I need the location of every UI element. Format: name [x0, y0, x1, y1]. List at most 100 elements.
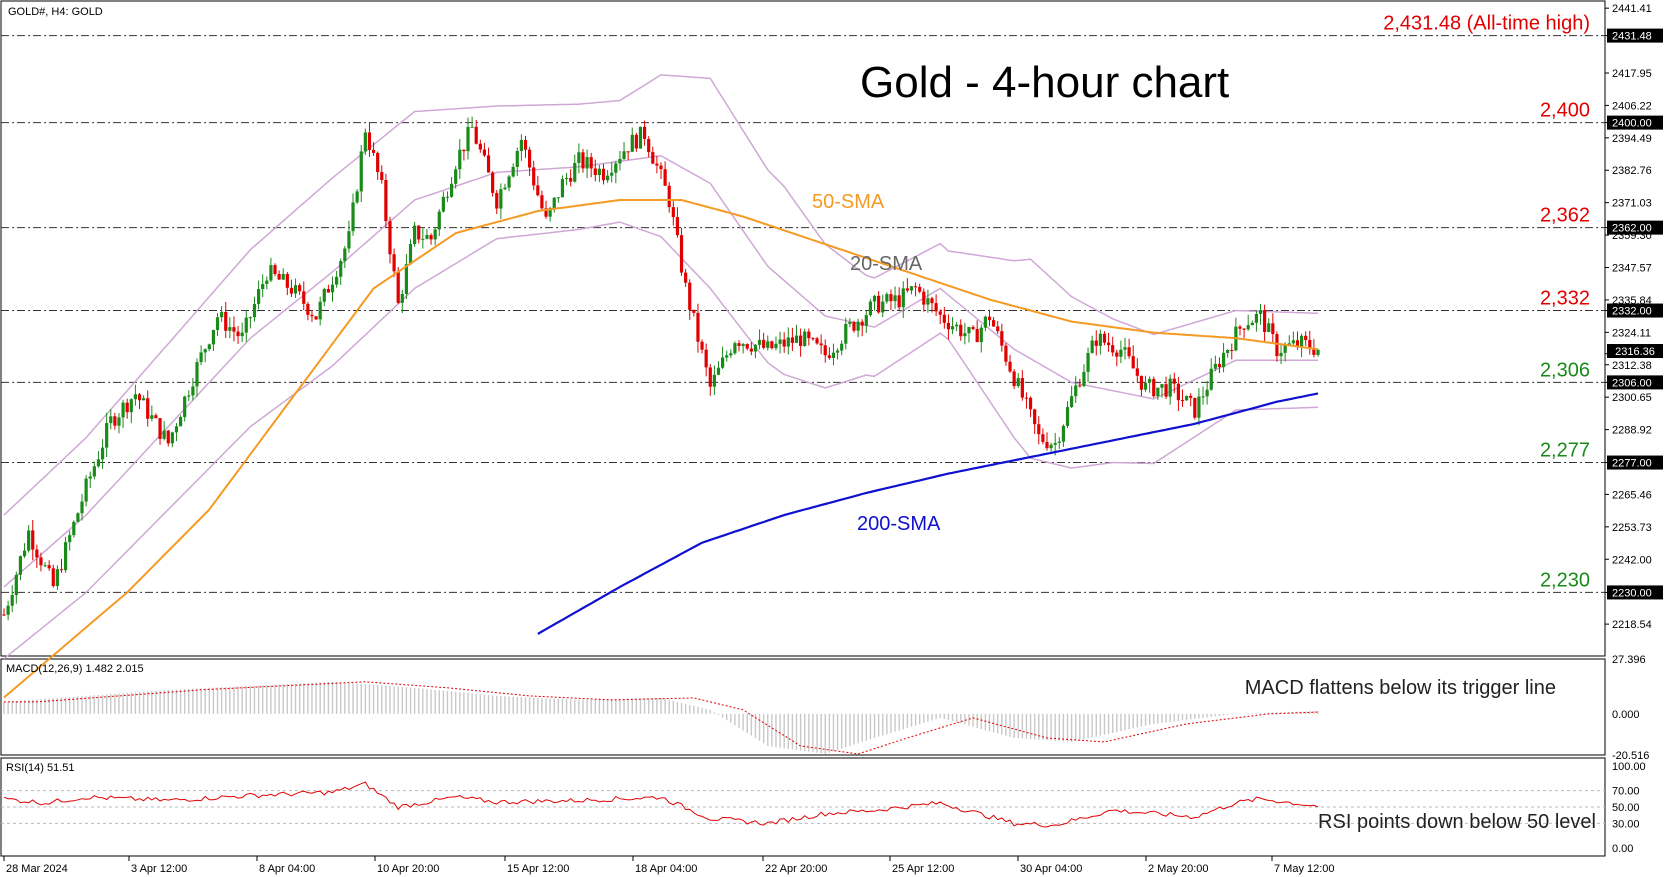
candle-body	[380, 172, 384, 181]
candle-body	[585, 157, 589, 169]
candle-body	[117, 417, 121, 426]
candle-body	[207, 344, 211, 350]
rsi-tick-label: 70.00	[1612, 786, 1640, 798]
candle-body	[523, 139, 528, 150]
candle-body	[601, 168, 606, 181]
candle-body	[597, 168, 602, 176]
candle-body	[2, 614, 6, 616]
candle-body	[753, 344, 758, 352]
moving-averages	[3, 199, 1319, 699]
candle-body	[790, 337, 794, 343]
price-tick-label: 2441.41	[1612, 3, 1652, 15]
candle-body	[322, 288, 326, 302]
candle-body	[59, 569, 64, 571]
price-tick-box	[1607, 455, 1663, 470]
price-tick-label: 2277.00	[1612, 458, 1652, 470]
chart-title: Gold - 4-hour chart	[860, 58, 1229, 107]
candle-body	[224, 311, 228, 331]
candle-body	[1094, 340, 1098, 346]
rsi-tick-label: 0.00	[1612, 843, 1633, 855]
candle-body	[47, 565, 51, 569]
candle-body	[942, 314, 946, 323]
candle-body	[1160, 384, 1164, 388]
candle-body	[462, 149, 466, 152]
price-tick-label: 2362.00	[1612, 223, 1652, 235]
candle-body	[330, 284, 335, 293]
candle-body	[347, 231, 351, 249]
candle-body	[302, 291, 306, 304]
candle-body	[269, 265, 273, 281]
candle-body	[950, 326, 955, 330]
time-tick-label: 10 Apr 20:00	[377, 863, 439, 875]
candle-body	[938, 311, 942, 315]
price-tick-label: 2400.00	[1612, 118, 1652, 130]
candle-body	[655, 163, 659, 166]
candle-body	[659, 165, 663, 170]
price-tick-label: 2431.48	[1612, 31, 1652, 43]
candle-body	[22, 550, 27, 557]
time-tick-label: 15 Apr 12:00	[507, 863, 569, 875]
candle-body	[638, 126, 643, 149]
candle-body	[827, 355, 831, 358]
candle-body	[573, 162, 577, 182]
candle-body	[371, 149, 376, 153]
candle-body	[400, 293, 404, 303]
candle-body	[704, 349, 708, 368]
candle-body	[100, 447, 105, 460]
candle-body	[261, 283, 265, 290]
candle-body	[1197, 396, 1201, 418]
rsi-panel-frame	[0, 757, 1606, 857]
candle-body	[642, 126, 647, 139]
key-level-label: 2,306	[1540, 359, 1590, 381]
price-tick-box	[1607, 375, 1663, 390]
candle-body	[799, 335, 803, 346]
candle-body	[885, 294, 889, 302]
candle-body	[408, 244, 413, 265]
candle-body	[610, 172, 614, 176]
candle-body	[679, 235, 684, 273]
macd-histogram	[3, 681, 1319, 755]
candle-body	[449, 183, 454, 197]
candle-body	[1082, 371, 1086, 386]
candle-body	[55, 569, 59, 586]
candle-body	[466, 126, 470, 152]
candle-body	[109, 416, 113, 424]
price-tick-label: 2218.54	[1612, 619, 1652, 631]
candle-body	[983, 316, 987, 328]
candle-body	[511, 166, 515, 177]
candle-body	[1213, 363, 1217, 369]
candle-body	[1172, 378, 1176, 384]
candle-body	[532, 167, 536, 186]
candle-body	[774, 343, 778, 349]
candle-body	[1156, 387, 1160, 397]
candle-body	[404, 264, 409, 294]
candle-body	[454, 169, 458, 184]
candle-body	[35, 549, 39, 558]
candle-body	[581, 152, 585, 169]
candle-body	[146, 398, 150, 419]
candle-body	[388, 221, 392, 255]
candle-body	[199, 352, 203, 363]
candle-body	[1254, 313, 1259, 323]
candle-body	[68, 535, 72, 543]
candle-body	[376, 152, 380, 173]
candle-body	[133, 394, 137, 400]
sma50-label: 50-SMA	[812, 191, 885, 213]
candle-body	[536, 185, 540, 196]
candle-body	[183, 396, 187, 418]
sma200-line	[537, 392, 1319, 635]
candle-body	[696, 312, 700, 342]
candle-body	[437, 211, 441, 230]
key-level-lines	[1, 35, 1605, 593]
candle-body	[1271, 323, 1275, 335]
candle-body	[1246, 325, 1250, 330]
macd-annotation: MACD flattens below its trigger line	[1245, 677, 1556, 699]
candle-body	[421, 238, 425, 240]
candle-body	[515, 151, 519, 167]
price-tick-label: 2347.57	[1612, 263, 1652, 275]
candle-body	[815, 338, 819, 344]
price-tick-box	[1607, 303, 1663, 318]
candle-body	[318, 301, 322, 320]
candle-body	[203, 349, 207, 353]
candle-body	[848, 322, 852, 324]
